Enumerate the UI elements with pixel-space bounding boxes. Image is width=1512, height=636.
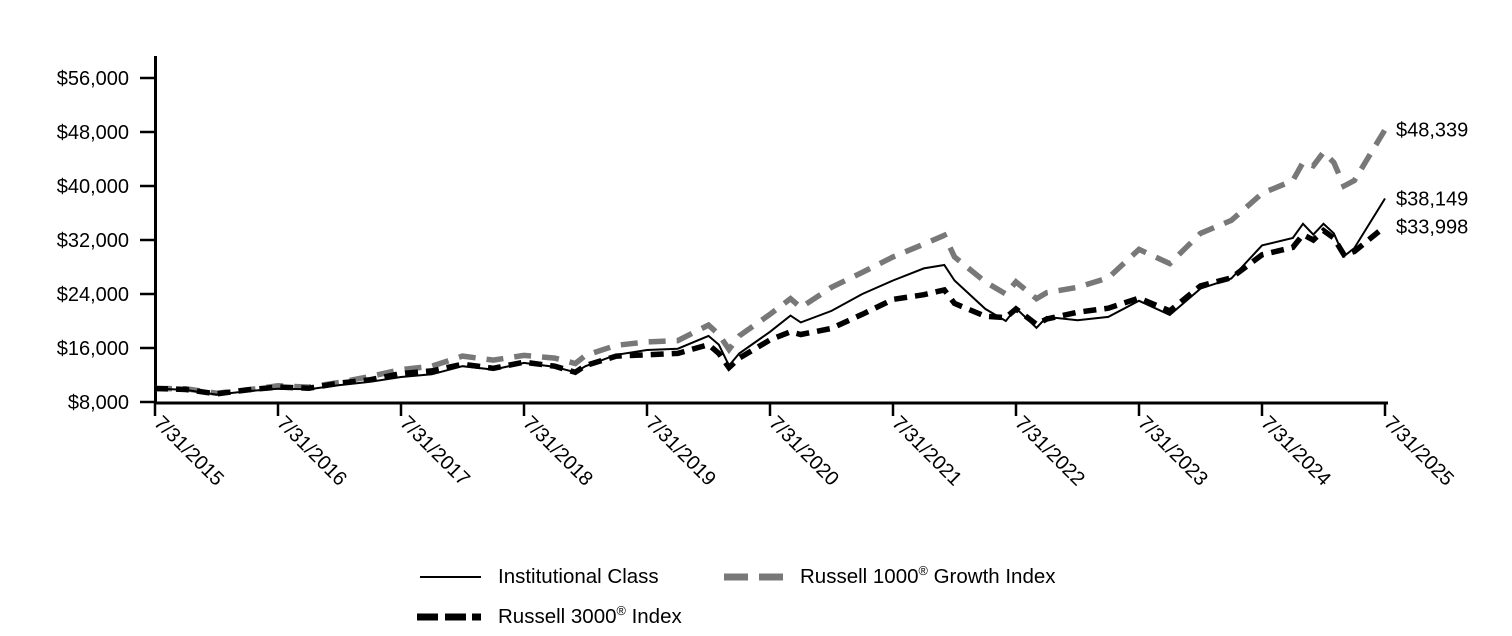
legend-swatch-black-dashed-line-icon	[417, 613, 481, 621]
y-axis-tick-label: $24,000	[57, 284, 129, 306]
legend-item-institutional-class: Institutional Class	[420, 565, 659, 588]
x-axis-tick-label: 7/31/2022	[1010, 412, 1088, 490]
x-axis-tick-label: 7/31/2024	[1256, 412, 1334, 490]
x-axis-tick-label: 7/31/2020	[764, 412, 842, 490]
x-axis-tick-label: 7/31/2015	[149, 412, 227, 490]
x-axis-tick-label: 7/31/2019	[641, 412, 719, 490]
end-value-label-russell-3000-index: $33,998	[1396, 217, 1468, 239]
y-axis-tick-label: $40,000	[57, 176, 129, 198]
series-line-institutional-class	[154, 197, 1386, 396]
legend-item-russell-3000-index: Russell 3000® Index	[417, 603, 682, 628]
legend-label-russell-3000-index: Russell 3000® Index	[498, 603, 682, 628]
series-line-russell-1000-growth-index	[154, 128, 1388, 396]
x-axis-tick-label: 7/31/2021	[887, 412, 965, 490]
series-line-russell-3000-index	[154, 224, 1387, 397]
x-axis-tick-label: 7/31/2016	[272, 412, 350, 490]
legend-label-institutional-class: Institutional Class	[498, 565, 659, 588]
end-value-label-institutional-class: $38,149	[1396, 188, 1468, 210]
legend-swatch-gray-dashed-line-icon	[724, 573, 783, 581]
y-axis-tick-label: $8,000	[68, 392, 129, 414]
x-axis-tick-label: 7/31/2025	[1379, 412, 1457, 490]
x-axis-tick-label: 7/31/2018	[518, 412, 596, 490]
y-axis-tick-label: $48,000	[57, 122, 129, 144]
y-axis-tick-label: $56,000	[57, 68, 129, 90]
x-axis-tick-label: 7/31/2023	[1133, 412, 1211, 490]
end-value-label-russell-1000-growth-index: $48,339	[1396, 120, 1468, 142]
x-axis-tick-label: 7/31/2017	[395, 412, 473, 490]
y-axis-tick-label: $32,000	[57, 230, 129, 252]
legend-swatch-solid-line-icon	[420, 576, 481, 578]
legend-item-russell-1000-growth-index: Russell 1000® Growth Index	[724, 563, 1056, 588]
y-axis-tick-label: $16,000	[57, 338, 129, 360]
legend-label-russell-1000-growth-index: Russell 1000® Growth Index	[800, 563, 1056, 588]
